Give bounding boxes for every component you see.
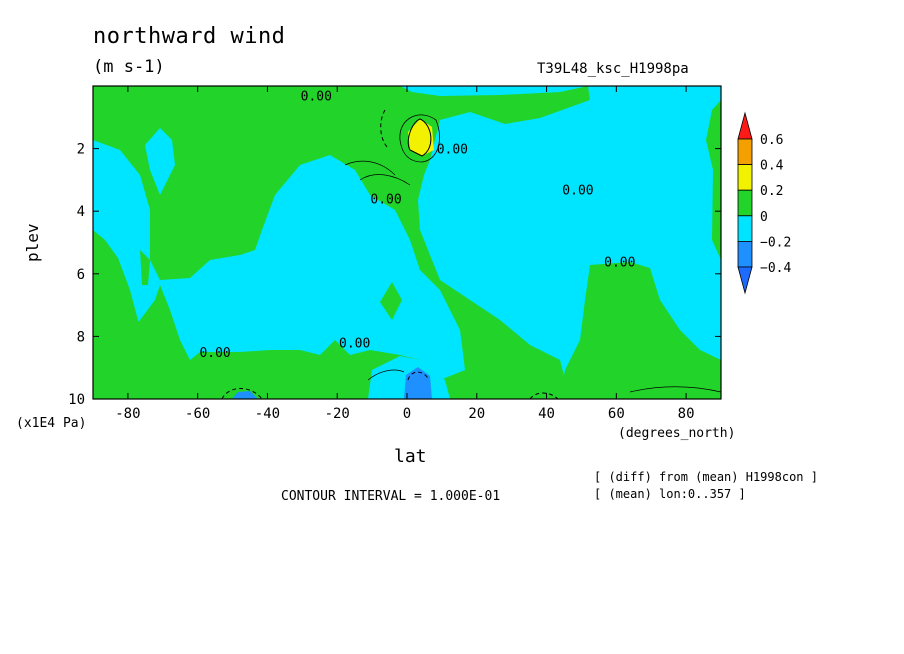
y-axis-units: (x1E4 Pa) [16,416,87,431]
fill-positive-tongue [93,230,170,399]
contour-mid-1 [344,160,396,176]
x-tick-label: -80 [115,406,140,422]
contour-fills [93,86,721,399]
colorbar-label: −0.2 [760,235,791,250]
x-axis-units: (degrees_north) [618,426,736,441]
colorbar-label: 0.6 [760,133,783,148]
colorbar: 0.6 0.4 0.2 0 −0.2 −0.4 [737,111,791,295]
contour-label: 0.00 [437,143,468,158]
y-tick-label: 6 [77,267,85,283]
x-tick-label: 80 [678,406,695,422]
colorbar-over [737,111,753,140]
fill-negative-east [432,86,721,345]
fill-negative-hole [145,128,175,195]
contour-label: 0.00 [604,255,635,270]
fill-max-yellow [408,119,434,156]
contour-se-dashed [529,392,559,399]
y-tick-label: 10 [68,392,85,408]
units-label: (m s-1) [93,57,165,77]
contour-south-2 [367,369,405,381]
contour-label: 0.00 [301,89,332,104]
colorbar-label: 0.4 [760,159,784,174]
fill-negative-southwest [93,140,465,380]
contour-label: 0.00 [199,346,230,361]
contour-label: 0.00 [562,183,593,198]
contour-label: 0.00 [339,337,370,352]
contour-sw-dashed [221,388,263,399]
colorbar-label: −0.4 [760,261,791,276]
colorbar-segment [737,189,753,217]
contour-min-dashed [407,371,429,381]
colorbar-segment [737,240,753,268]
y-tick-label: 8 [77,329,85,345]
y-tick-label: 2 [77,142,85,158]
x-tick-label: 0 [403,406,411,422]
x-tick-label: 40 [538,406,555,422]
x-tick-label: 20 [468,406,485,422]
colorbar-label: 0.2 [760,184,783,199]
contour-neg-dashed [380,109,389,149]
contour-interval: CONTOUR INTERVAL = 1.000E-01 [281,489,501,504]
fill-positive-blob [380,282,402,320]
note-mean: [ (mean) lon:0..357 ] [594,487,746,501]
y-tick-label: 4 [77,204,85,220]
contour-south-1 [629,386,721,393]
fill-positive-spur [140,250,150,285]
colorbar-segment [737,164,753,191]
contour-mid-2 [359,174,411,186]
x-tick-label: 60 [608,406,625,422]
fill-positive-east [560,262,721,399]
contour-max-ring [407,118,432,157]
colorbar-label: 0 [760,210,768,225]
x-tick-label: -20 [325,406,350,422]
x-tick-label: -40 [255,406,280,422]
colorbar-under [737,266,753,295]
axis-ticks: -80 -60 -40 -20 0 20 40 60 80 2 4 6 8 10 [68,86,721,422]
fill-min-blue-west [232,391,258,399]
colorbar-segment [737,138,753,166]
x-axis-label: lat [394,446,427,467]
fill-positive-east-edge [706,100,721,260]
contour-lines [221,109,721,399]
contour-labels: 0.00 0.00 0.00 0.00 0.00 0.00 0.00 [199,89,635,361]
contour-max-outer [399,114,440,163]
note-diff: [ (diff) from (mean) H1998con ] [594,470,818,484]
x-tick-label: -60 [185,406,210,422]
chart-title: northward wind [93,24,286,49]
colorbar-segment [737,215,753,242]
experiment-label: T39L48_ksc_H1998pa [537,61,689,77]
contour-label: 0.00 [370,193,401,208]
